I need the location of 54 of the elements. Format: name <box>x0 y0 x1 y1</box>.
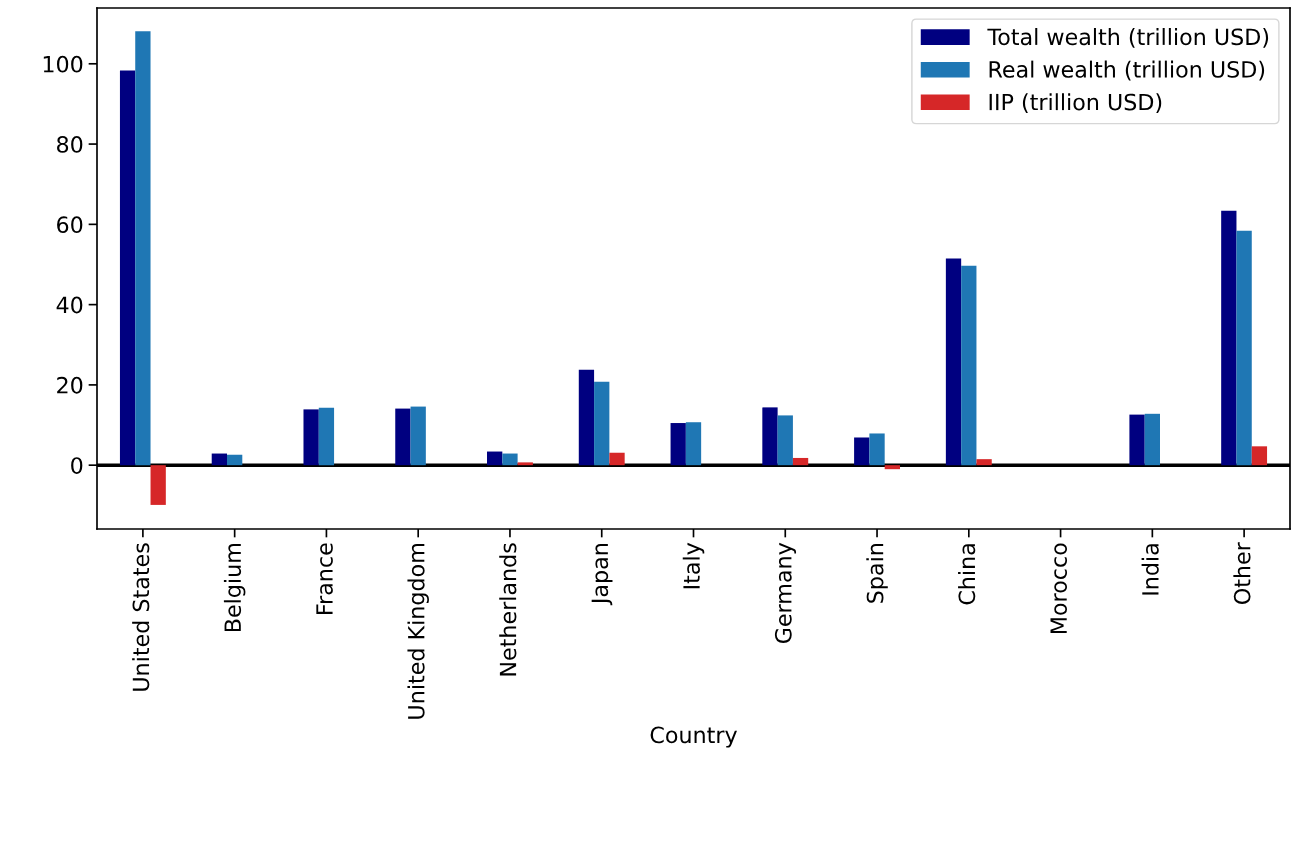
bar <box>594 381 610 466</box>
bar <box>150 465 166 505</box>
x-tick-label: Spain <box>866 544 888 603</box>
bar <box>1251 446 1268 466</box>
x-tick-label: Germany <box>774 542 797 644</box>
bar <box>869 433 885 466</box>
bar <box>487 451 503 466</box>
x-tick-label: France <box>316 543 333 614</box>
y-tick-label: 60 <box>57 216 83 234</box>
bar <box>945 258 962 466</box>
bar <box>578 369 595 466</box>
bar <box>1129 414 1145 466</box>
bar <box>961 265 977 466</box>
y-tick-label: 100 <box>43 55 83 73</box>
x-tick-label: Other <box>1233 542 1251 605</box>
bar <box>517 462 533 466</box>
bar <box>502 453 518 466</box>
x-tick-label: India <box>1141 544 1159 595</box>
bar <box>685 422 702 466</box>
x-tick-label: Netherlands <box>499 543 517 676</box>
bar <box>792 457 809 466</box>
y-tick-label: 0 <box>71 457 83 474</box>
bar <box>227 454 243 466</box>
y-tick-label: 40 <box>56 296 83 314</box>
bar <box>303 409 319 466</box>
x-tick-label: United States <box>132 543 150 691</box>
bar <box>410 406 426 466</box>
bar <box>119 70 136 466</box>
legend-label: IIP (trillion USD) <box>989 93 1162 114</box>
x-axis-title: Country <box>650 726 737 748</box>
legend-label: Real wealth (trillion USD) <box>989 60 1265 81</box>
bar <box>211 453 228 466</box>
bar <box>609 452 625 466</box>
x-tick-label: China <box>958 544 976 605</box>
x-tick-label: United Kingdom <box>407 544 429 719</box>
bar <box>670 423 686 466</box>
x-tick-label: Morocco <box>1050 543 1068 634</box>
bar <box>777 415 793 466</box>
bar <box>318 407 335 466</box>
bar <box>1144 413 1160 466</box>
bar <box>976 459 992 466</box>
y-tick-label: 20 <box>57 376 83 394</box>
x-tick-label: Belgium <box>223 544 246 632</box>
bar <box>135 31 151 466</box>
bar <box>1221 210 1237 466</box>
x-tick-label: Japan <box>591 544 613 606</box>
legend-label: Total wealth (trillion USD) <box>987 28 1269 48</box>
bar <box>854 437 870 466</box>
bar <box>884 465 900 470</box>
y-tick-label: 80 <box>57 136 83 153</box>
bar <box>762 407 778 466</box>
bar <box>1236 230 1252 466</box>
bar <box>395 408 411 466</box>
x-tick-label: Italy <box>682 542 705 589</box>
